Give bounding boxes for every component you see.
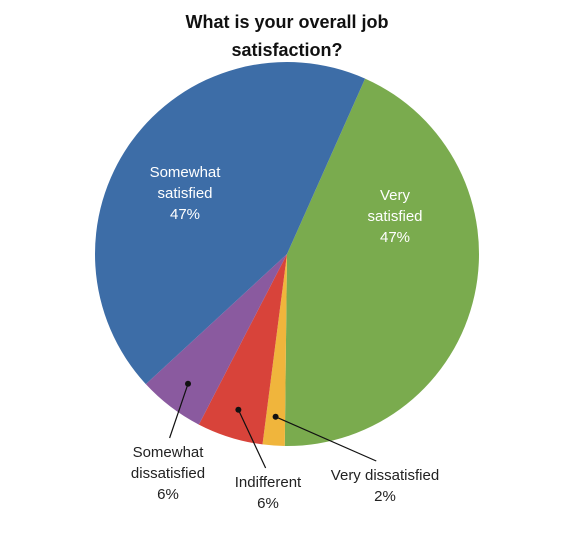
leader-dot	[272, 413, 279, 420]
slice-label: Very satisfied 47%	[365, 185, 425, 248]
slice-value: 2%	[374, 488, 396, 505]
slice-name: Somewhat dissatisfied	[130, 444, 206, 482]
leader-line	[169, 383, 189, 439]
slice-label: Very dissatisfied 2%	[330, 465, 440, 507]
pie-slice	[262, 254, 287, 446]
leader-line	[237, 409, 267, 469]
pie-slice	[284, 78, 479, 446]
slice-value: 6%	[257, 495, 279, 512]
slice-name: Somewhat satisfied	[149, 164, 221, 202]
pie-slice	[145, 254, 287, 425]
slice-value: 6%	[157, 486, 179, 503]
slice-label: Indifferent 6%	[213, 472, 323, 514]
chart-title: What is your overall job satisfaction?	[185, 12, 389, 60]
leader-dot	[185, 380, 192, 387]
slice-name: Indifferent	[234, 474, 302, 491]
slice-value: 47%	[169, 206, 201, 223]
leader-dot	[235, 406, 242, 413]
leader-line	[275, 416, 377, 462]
slice-label: Somewhat dissatisfied 6%	[113, 442, 223, 505]
pie-slice	[198, 254, 287, 445]
slice-name: Very satisfied	[367, 187, 423, 225]
slice-name: Very dissatisfied	[330, 467, 440, 484]
pie-slice	[94, 61, 366, 385]
slice-label: Somewhat satisfied 47%	[130, 162, 240, 225]
slice-value: 47%	[379, 229, 411, 246]
